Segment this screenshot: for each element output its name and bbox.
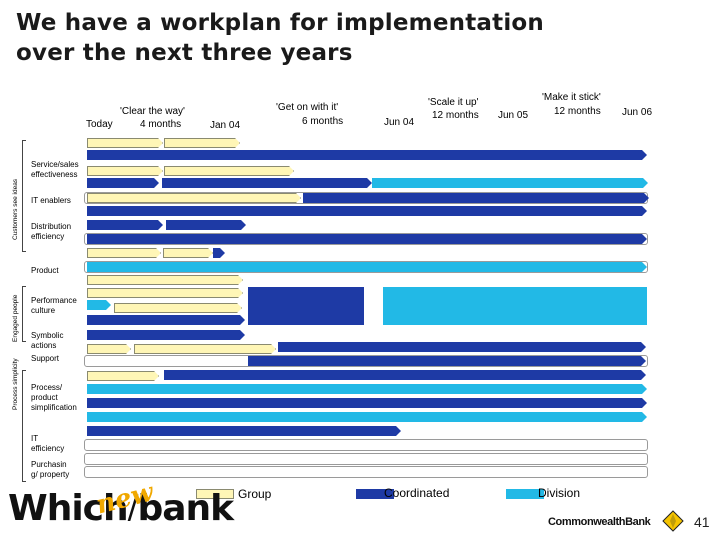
bar-group — [134, 344, 276, 354]
group-label-engaged: Engaged people — [12, 294, 19, 342]
bar-group — [164, 166, 294, 176]
bar-group — [87, 248, 161, 258]
bar-coordinated — [87, 426, 401, 436]
row-label-support: Support — [31, 354, 60, 363]
bar-group — [163, 248, 213, 258]
bar-group — [114, 303, 242, 313]
legend-label-division: Division — [538, 486, 581, 500]
bar-coordinated — [87, 220, 163, 230]
group-bracket-simplicity — [22, 370, 26, 482]
legend-swatch-coordinated — [356, 489, 394, 499]
row-label-performance: Performance culture — [31, 296, 77, 315]
block-division — [383, 287, 647, 325]
milestone-jun05: Jun 05 — [498, 110, 529, 121]
page-number: 41 — [694, 514, 710, 530]
bar-group — [87, 166, 163, 176]
legend-label-coordinated: Coordinated — [384, 486, 450, 500]
bar-division — [87, 300, 111, 310]
bar-group — [87, 193, 301, 203]
phase-clear-the-way: 'Clear the way' — [120, 106, 185, 117]
group-bracket-engaged — [22, 286, 26, 342]
logo-which: Which — [8, 488, 129, 529]
row-label-product: Product — [31, 266, 59, 275]
bar-coordinated — [87, 178, 159, 188]
row-label-it-enablers: IT enablers — [31, 196, 71, 205]
phase-scale-duration: 12 months — [432, 110, 479, 121]
bar-group — [87, 275, 243, 285]
timeline-today: Today — [86, 119, 113, 130]
row-track — [84, 439, 648, 451]
phase-get-on-with-it: 'Get on with it' — [276, 102, 339, 113]
bar-coordinated — [162, 178, 372, 188]
bar-group — [87, 138, 163, 148]
row-label-symbolic: Symbolic actions — [31, 331, 64, 350]
phase-scale-it-up: 'Scale it up' — [428, 97, 479, 108]
bar-group — [87, 371, 159, 381]
bar-division — [372, 178, 648, 188]
legend-label-group: Group — [238, 487, 272, 501]
bank-name: CommonwealthBank — [548, 516, 651, 528]
group-bracket-customers — [22, 140, 26, 252]
commonwealth-diamond-icon — [662, 510, 684, 532]
bar-coordinated — [87, 330, 245, 340]
bar-coordinated — [213, 248, 225, 258]
title-line-1: We have a workplan for implementation — [16, 10, 544, 36]
milestone-jun04: Jun 04 — [384, 117, 415, 128]
bar-coordinated — [303, 193, 649, 203]
row-track — [84, 453, 648, 465]
legend-swatch-division — [506, 489, 544, 499]
title-line-2: over the next three years — [16, 40, 353, 66]
row-track — [84, 466, 648, 478]
row-label-distribution: Distribution efficiency — [31, 222, 72, 241]
milestone-jan04: Jan 04 — [210, 120, 241, 131]
row-label-service-sales: Service/sales effectiveness — [31, 160, 79, 179]
bar-coordinated — [164, 370, 646, 380]
bar-division — [87, 384, 647, 394]
logo-bank: bank — [137, 488, 234, 529]
bar-coordinated — [87, 234, 647, 244]
bar-division — [87, 262, 647, 272]
bar-coordinated — [278, 342, 646, 352]
block-coordinated — [248, 287, 364, 325]
bar-group — [164, 138, 240, 148]
bar-coordinated — [87, 398, 647, 408]
bar-coordinated — [248, 356, 646, 366]
row-label-process-simplification: Process/ product simplification — [31, 383, 77, 412]
bar-division — [87, 412, 647, 422]
bar-coordinated — [87, 206, 647, 216]
legend-swatch-group — [196, 489, 234, 499]
group-label-simplicity: Process simplicity — [12, 358, 19, 410]
which-new-bank-logo: Which/bank new — [8, 477, 234, 529]
page-title: We have a workplan for implementation ov… — [16, 8, 544, 68]
bar-group — [87, 344, 131, 354]
group-label-customers: Customers see ideas — [12, 178, 19, 240]
bar-group — [87, 288, 243, 298]
phase-make-it-stick: 'Make it stick' — [542, 92, 601, 103]
phase-make-duration: 12 months — [554, 106, 601, 117]
phase-get-duration: 6 months — [302, 116, 344, 127]
bar-coordinated — [166, 220, 246, 230]
bar-coordinated — [87, 315, 245, 325]
row-label-it-efficiency: IT efficiency — [31, 434, 65, 453]
milestone-jun06: Jun 06 — [622, 107, 653, 118]
phase-clear-duration: 4 months — [140, 119, 182, 130]
bar-coordinated — [87, 150, 647, 160]
row-label-purchasing: Purchasin g/ property — [31, 460, 70, 479]
